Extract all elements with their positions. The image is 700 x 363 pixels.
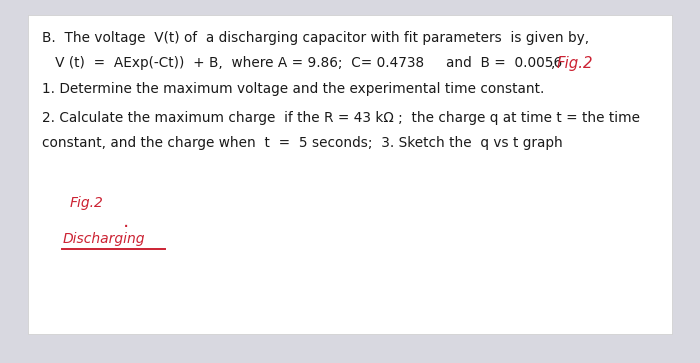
Text: .: . — [122, 212, 129, 231]
Text: B.  The voltage  V(t) of  a discharging capacitor with fit parameters  is given : B. The voltage V(t) of a discharging cap… — [42, 31, 589, 45]
Text: C: C — [315, 298, 326, 316]
Text: constant, and the charge when  t  =  5 seconds;  3. Sketch the  q vs t graph: constant, and the charge when t = 5 seco… — [42, 136, 563, 150]
Text: 2. Calculate the maximum charge  if the R = 43 kΩ ;  the charge q at time t = th: 2. Calculate the maximum charge if the R… — [42, 111, 640, 125]
Text: R: R — [341, 207, 353, 225]
Text: 1. Determine the maximum voltage and the experimental time constant.: 1. Determine the maximum voltage and the… — [42, 82, 545, 96]
Text: Discharging: Discharging — [63, 232, 146, 246]
Text: Fig.2: Fig.2 — [70, 196, 104, 210]
Text: ,: , — [551, 56, 555, 70]
Text: Fig.2: Fig.2 — [556, 56, 593, 71]
Text: V (t)  =  AExp(-Ct))  + B,  where A = 9.86;  C= 0.4738     and  B =  0.0056: V (t) = AExp(-Ct)) + B, where A = 9.86; … — [42, 56, 562, 70]
